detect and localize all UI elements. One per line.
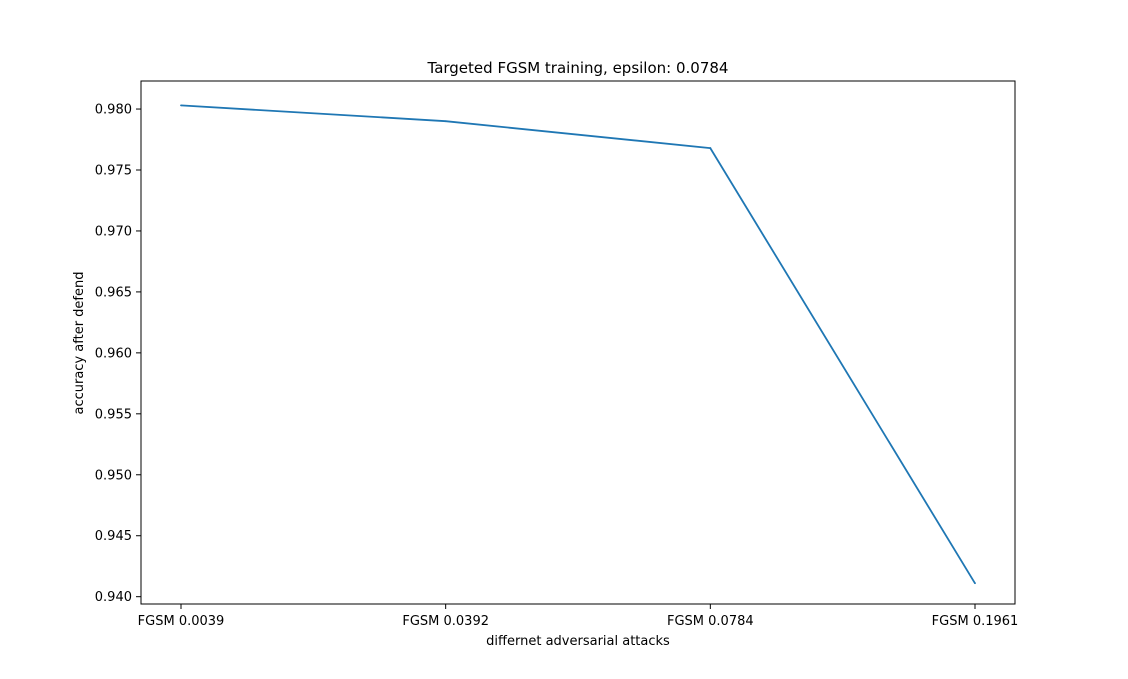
series-line — [180, 104, 976, 584]
y-tick-label: 0.970 — [95, 224, 132, 239]
y-axis-label: accuracy after defend — [72, 272, 87, 415]
y-tick-label: 0.945 — [95, 529, 132, 544]
data-point — [180, 104, 182, 107]
plot-area-frame — [140, 80, 1016, 605]
y-tick-label: 0.950 — [95, 468, 132, 483]
y-tick-label: 0.965 — [95, 285, 132, 300]
data-points — [180, 104, 976, 585]
data-point — [444, 120, 447, 123]
chart-title: Targeted FGSM training, epsilon: 0.0784 — [427, 59, 729, 77]
y-axis: 0.940 0.945 0.950 0.955 0.960 0.965 0.970 0.975… — [95, 103, 141, 605]
y-tick-label: 0.960 — [95, 346, 132, 361]
x-axis-label: differnet adversarial attacks — [486, 634, 670, 649]
x-tick-label: FGSM 0.0784 — [667, 614, 754, 629]
x-tick-label: FGSM 0.1961 — [932, 614, 1019, 629]
y-tick-label: 0.980 — [95, 103, 132, 118]
y-tick-label: 0.955 — [95, 407, 132, 422]
y-tick-label: 0.940 — [95, 590, 132, 605]
x-tick-label: FGSM 0.0039 — [138, 614, 225, 629]
y-tick-label: 0.975 — [95, 163, 132, 178]
x-axis: FGSM 0.0039 FGSM 0.0392 FGSM 0.0784 FGSM 0.… — [138, 604, 1019, 629]
data-point — [974, 582, 976, 585]
data-point — [709, 147, 712, 149]
x-tick-label: FGSM 0.0392 — [402, 614, 489, 629]
